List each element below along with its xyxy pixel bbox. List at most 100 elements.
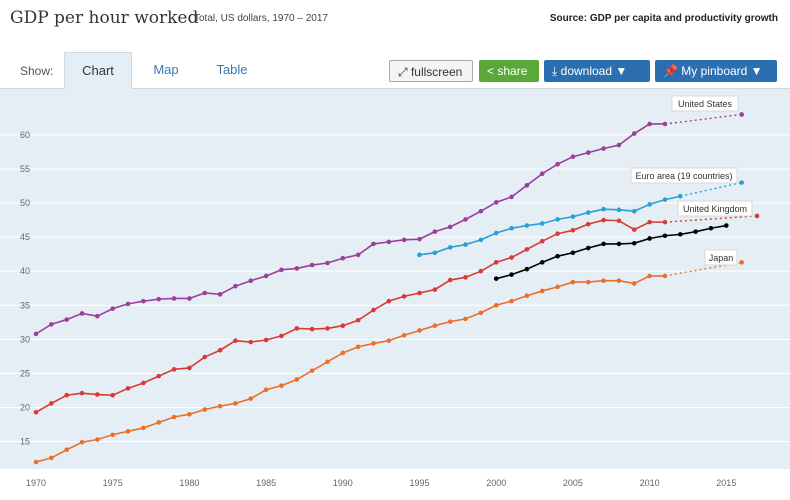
data-point <box>647 236 652 241</box>
series-label-box <box>677 200 753 217</box>
data-point <box>493 302 499 308</box>
data-point <box>631 131 637 136</box>
y-tick-label: 40 <box>20 266 30 276</box>
y-tick-label: 45 <box>20 232 30 242</box>
data-point <box>524 223 530 228</box>
share-button[interactable]: < share <box>479 60 539 82</box>
data-point <box>417 328 422 333</box>
data-point <box>156 420 162 425</box>
data-point <box>64 317 69 322</box>
data-point <box>64 447 69 453</box>
data-point <box>156 373 162 379</box>
pinboard-button[interactable]: 📌 My pinboard ▼ <box>655 60 777 82</box>
data-point <box>187 296 192 301</box>
data-point <box>524 266 530 272</box>
data-point <box>417 290 422 296</box>
data-point <box>585 210 591 215</box>
data-point <box>739 260 744 265</box>
data-point <box>401 294 407 299</box>
y-tick-label: 25 <box>20 368 30 378</box>
data-point <box>95 392 100 397</box>
data-point <box>371 307 376 313</box>
pinboard-label: My pinboard ▼ <box>681 64 763 78</box>
data-point <box>463 242 468 247</box>
data-point <box>33 331 39 337</box>
data-point <box>463 275 468 280</box>
data-point <box>570 214 576 219</box>
x-tick-label: 1985 <box>256 478 276 488</box>
data-point <box>263 273 269 279</box>
data-point <box>340 350 346 356</box>
data-point <box>478 208 484 214</box>
y-tick-label: 30 <box>20 334 30 344</box>
data-point <box>309 262 315 268</box>
data-point <box>432 229 438 234</box>
data-point <box>447 277 453 283</box>
data-point <box>447 245 453 250</box>
data-point <box>601 206 606 212</box>
data-point <box>739 112 744 117</box>
series-label: United States <box>678 99 733 109</box>
data-point <box>555 253 560 259</box>
series-line <box>35 219 665 413</box>
x-tick-label: 2000 <box>486 478 506 488</box>
data-point <box>601 278 606 284</box>
data-point <box>555 217 560 222</box>
data-point <box>49 401 54 406</box>
data-point <box>217 347 223 353</box>
data-point <box>263 387 269 393</box>
series-line <box>35 275 665 463</box>
data-point <box>401 237 407 243</box>
data-point <box>754 213 760 219</box>
data-point <box>217 292 223 297</box>
data-point <box>555 231 560 237</box>
share-icon: < <box>487 64 495 78</box>
data-point <box>125 386 131 391</box>
series-line <box>35 123 665 335</box>
data-point <box>202 354 208 360</box>
data-point <box>49 322 54 327</box>
data-point <box>233 338 238 343</box>
data-point <box>662 121 668 127</box>
data-point <box>662 219 668 225</box>
data-point <box>141 425 146 431</box>
tab-map[interactable]: Map <box>153 62 179 77</box>
data-point <box>432 323 438 329</box>
fullscreen-icon: ⤢ <box>398 65 408 79</box>
data-point <box>601 241 606 247</box>
x-tick-label: 1980 <box>179 478 199 488</box>
data-point <box>478 237 484 243</box>
data-point <box>355 317 361 323</box>
data-point <box>248 278 254 284</box>
data-point <box>355 344 361 350</box>
data-point <box>447 224 453 230</box>
y-tick-label: 55 <box>20 164 30 174</box>
data-point <box>95 437 100 442</box>
data-point <box>141 380 146 386</box>
data-point <box>294 266 300 271</box>
data-point <box>309 368 315 373</box>
tab-chart[interactable]: Chart <box>64 52 132 89</box>
source-note: Source: GDP per capita and productivity … <box>549 13 778 24</box>
data-point <box>647 202 652 207</box>
data-point <box>202 407 208 412</box>
download-button[interactable]: ⤓ download ▼ <box>544 60 650 82</box>
data-point <box>524 183 530 188</box>
data-point <box>125 301 131 307</box>
series-projection-line <box>664 215 758 223</box>
data-point <box>509 225 514 231</box>
series-label-box <box>671 95 739 112</box>
data-point <box>708 225 714 231</box>
data-point <box>463 316 468 322</box>
data-point <box>79 390 85 396</box>
data-point <box>662 233 668 239</box>
data-point <box>570 279 576 285</box>
data-point <box>156 296 162 302</box>
data-point <box>524 293 530 299</box>
data-point <box>279 333 284 339</box>
data-point <box>739 180 744 185</box>
data-point <box>233 283 238 289</box>
fullscreen-button[interactable]: ⤢ fullscreen <box>389 60 473 82</box>
tab-table[interactable]: Table <box>216 62 248 77</box>
data-point <box>386 239 392 245</box>
